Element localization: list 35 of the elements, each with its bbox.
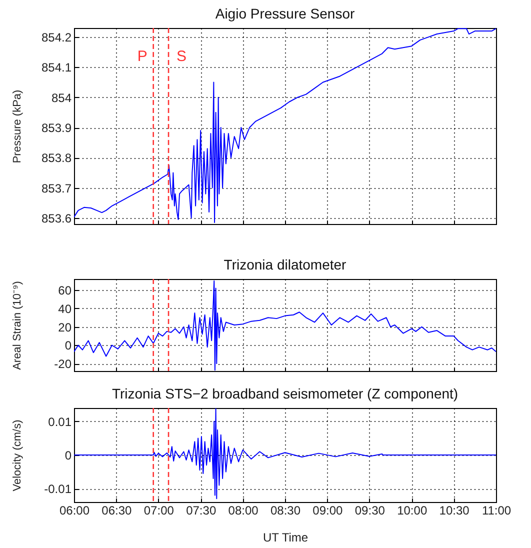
y-tick-label: 853.8 [41, 151, 72, 166]
y-tick-label: 60 [58, 284, 72, 298]
y-tick-label: -0.01 [44, 482, 72, 496]
y-tick-label: 40 [58, 302, 72, 316]
y-axis-title: Velocity (cm/s) [12, 420, 24, 492]
x-tick-label: 10:30 [439, 504, 470, 518]
y-tick-label: 854.1 [41, 60, 72, 75]
chart-title: Aigio Pressure Sensor [215, 5, 355, 22]
x-tick-label: 07:30 [186, 504, 216, 518]
x-tick-label: 10:00 [397, 504, 428, 518]
y-tick-label: 0 [64, 338, 72, 353]
x-tick-label: 08:00 [228, 504, 259, 518]
ref-line-label: P [137, 48, 148, 65]
y-tick-label: 853.9 [41, 121, 72, 136]
y-tick-label: 853.7 [41, 181, 72, 196]
y-axis-title: Pressure (kPa) [12, 90, 24, 164]
y-tick-label: 854.2 [41, 30, 72, 45]
x-tick-label: 08:30 [270, 504, 301, 518]
y-tick-label: 854 [51, 90, 72, 105]
x-tick-label: 11:00 [482, 504, 512, 518]
ref-line-label: S [176, 48, 187, 65]
x-tick-label: 09:30 [354, 504, 386, 518]
y-tick-label: 20 [58, 320, 72, 334]
chart-title: Trizonia dilatometer [224, 256, 347, 272]
x-tick-label: 07:00 [144, 504, 174, 518]
y-tick-label: -20 [54, 357, 72, 372]
y-tick-label: 853.6 [41, 211, 72, 226]
y-tick-label: 0 [64, 448, 72, 462]
chart-title: Trizonia STS−2 broadband seismometer (Z component) [112, 385, 458, 402]
x-tick-label: 06:00 [59, 504, 90, 518]
x-tick-label: 06:30 [102, 504, 132, 518]
y-tick-label: 0.01 [48, 414, 72, 429]
y-axis-title: Areal Strain (10⁻⁹) [12, 281, 24, 370]
x-axis-title: UT Time [262, 530, 308, 544]
x-tick-label: 09:00 [312, 504, 344, 518]
